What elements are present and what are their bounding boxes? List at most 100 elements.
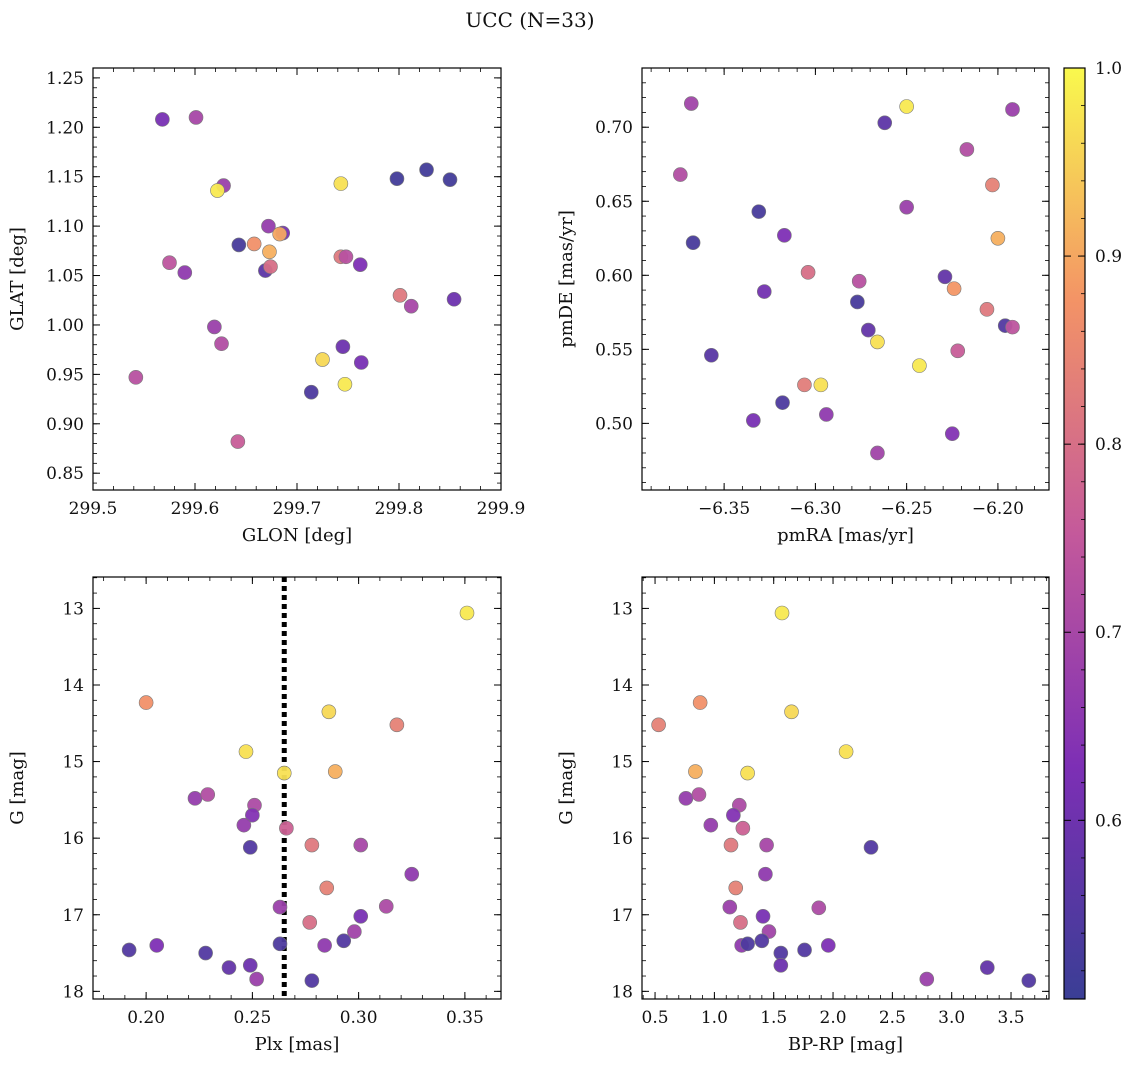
x-tick-label: 3.0: [938, 1008, 965, 1028]
data-point: [751, 204, 767, 219]
colorbar-tick-label: 0.6: [1095, 811, 1122, 831]
colorbar-tick-label: 0.8: [1095, 435, 1122, 455]
y-tick-label: 0.85: [46, 464, 84, 484]
data-point: [683, 96, 699, 111]
colorbar-gradient: [1063, 67, 1086, 1000]
y-tick-label: 1.00: [46, 316, 84, 336]
data-point: [230, 434, 246, 449]
data-point: [733, 915, 748, 930]
data-point: [121, 942, 137, 958]
data-point: [128, 370, 144, 385]
data-point: [231, 237, 247, 253]
subplot-1: 299.5 299.6 299.7 299.8 299.9 0.85 0.90 0.95 1.0…: [7, 67, 526, 546]
data-point: [276, 765, 292, 781]
y-tick-label: 13: [62, 599, 84, 619]
data-point: [198, 945, 213, 961]
data-point: [722, 899, 738, 915]
data-point: [899, 99, 914, 114]
data-point: [850, 294, 865, 310]
data-point: [338, 249, 354, 265]
data-point: [773, 958, 789, 973]
y-tick-label: 18: [62, 982, 84, 1002]
data-point: [870, 334, 885, 350]
data-point: [155, 112, 170, 127]
y-tick-label: 0.95: [46, 365, 84, 385]
x-axis-label: GLON [deg]: [242, 525, 352, 546]
data-point: [1005, 319, 1020, 335]
y-tick-label: 16: [62, 829, 84, 849]
data-point: [811, 900, 827, 916]
data-point: [335, 339, 351, 354]
data-point: [392, 288, 408, 303]
data-point: [777, 228, 792, 243]
data-point: [279, 820, 294, 836]
x-tick-label: 299.5: [69, 499, 118, 519]
x-tick-label: 0.25: [233, 1008, 271, 1028]
data-point: [784, 704, 799, 720]
y-tick-label: 13: [611, 599, 633, 619]
y-tick-label: 0.70: [595, 118, 633, 138]
x-tick-label: 299.8: [375, 499, 424, 519]
data-point: [333, 176, 349, 191]
data-point: [863, 840, 879, 855]
y-tick-label: 1.15: [46, 168, 84, 188]
data-point: [353, 837, 369, 853]
data-point: [315, 352, 330, 367]
data-point: [207, 319, 222, 335]
data-point: [304, 837, 320, 853]
data-point: [1021, 973, 1037, 988]
data-point: [756, 284, 772, 299]
x-tick-label: 0.30: [340, 1008, 378, 1028]
data-point: [755, 908, 771, 924]
data-point: [944, 426, 960, 442]
data-point: [347, 924, 362, 939]
x-tick-label: −6.25: [881, 499, 933, 519]
data-point: [774, 605, 790, 621]
subplot-3: 0.20 0.25 0.30 0.35 13 14 15 16 17 18 Plx [mas] G […: [7, 576, 502, 1055]
data-point: [304, 973, 320, 988]
colorbar: 0.6 0.7 0.8 0.9 1.0: [1063, 59, 1122, 1000]
data-point: [990, 230, 1006, 246]
data-point: [851, 273, 867, 289]
data-point: [820, 938, 836, 953]
data-point: [703, 817, 719, 833]
data-point: [272, 226, 287, 242]
data-point: [336, 933, 352, 949]
figure-title: UCC (N=33): [465, 8, 594, 32]
data-point: [937, 269, 953, 285]
data-point: [877, 115, 893, 131]
data-point: [813, 377, 829, 393]
data-point: [378, 899, 394, 914]
y-tick-label: 1.20: [46, 118, 84, 138]
data-point: [272, 899, 288, 915]
data-point: [404, 866, 420, 882]
data-point: [200, 787, 216, 802]
data-point: [317, 938, 332, 953]
y-tick-label: 0.50: [595, 414, 633, 434]
data-point: [1005, 102, 1020, 117]
data-point: [353, 908, 369, 924]
x-tick-label: −6.35: [698, 499, 750, 519]
y-tick-label: 16: [611, 829, 633, 849]
y-tick-label: 18: [611, 982, 633, 1002]
data-point: [177, 265, 193, 280]
x-tick-label: 299.9: [477, 499, 526, 519]
y-axis-label: G [mag]: [556, 751, 577, 824]
x-tick-label: 2.0: [820, 1008, 847, 1028]
data-point: [353, 355, 369, 370]
data-point: [740, 765, 755, 781]
x-tick-label: 0.5: [642, 1008, 669, 1028]
data-point: [419, 162, 434, 178]
data-point: [138, 695, 154, 710]
data-point: [403, 298, 419, 314]
data-point: [819, 407, 834, 422]
data-point: [389, 717, 405, 733]
data-point: [188, 110, 204, 125]
data-point: [238, 744, 254, 759]
data-point: [442, 172, 458, 187]
data-point: [187, 791, 203, 806]
data-point: [870, 445, 885, 461]
data-point: [214, 336, 229, 352]
data-point: [899, 199, 914, 215]
data-point: [321, 704, 337, 720]
